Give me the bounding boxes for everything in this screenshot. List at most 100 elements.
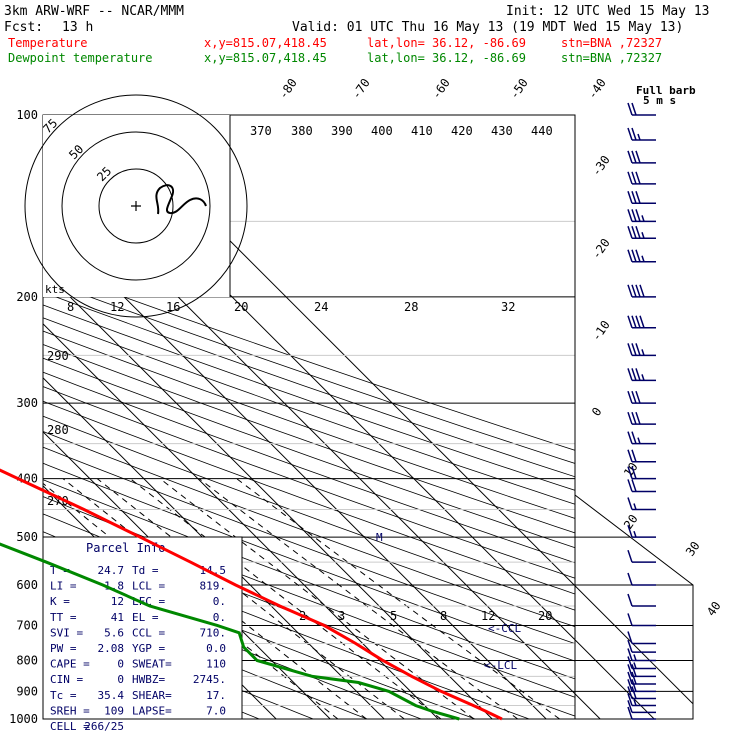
pressure-label-400: 400 — [16, 472, 38, 486]
wind-barb-flag — [631, 390, 637, 404]
barb-scale-units: 5 m s — [643, 94, 676, 107]
hodograph-ring-25 — [98, 168, 174, 244]
parcel-cell-6-3: 110 — [206, 658, 226, 671]
wind-barb-flag — [635, 368, 641, 381]
wind-barb-120 — [627, 150, 656, 164]
hodograph-center-marker — [131, 201, 141, 211]
parcel-cell-7-3: 2745. — [193, 673, 226, 686]
mixing-line-32 — [236, 478, 560, 719]
wind-barb-flag — [627, 127, 633, 141]
dewpoint-legend-stn: stn=BNA ,72327 — [561, 51, 662, 65]
theta-label-400: 400 — [371, 124, 393, 138]
parcel-cell-4-0: SVI = — [50, 626, 83, 639]
parcel-cell-6-0: CAPE = — [50, 658, 90, 671]
parcel-cell-5-2: YGP = — [132, 642, 165, 655]
wind-barb-875 — [627, 671, 656, 685]
temperature-legend-xy: x,y=815.07,418.45 — [204, 36, 327, 50]
theta-label-410: 410 — [411, 124, 433, 138]
parcel-cell-3-3: 0. — [213, 611, 226, 624]
hodograph-units: kts — [45, 283, 65, 296]
isotherm-label-0: 0 — [589, 405, 605, 419]
parcel-cell-1-0: LI = — [50, 580, 77, 593]
wind-barb-925 — [627, 686, 656, 700]
wind-barb-half-flag — [637, 437, 641, 444]
parcel-cell-0-3: 14.5 — [200, 564, 227, 577]
wind-barb-flag — [627, 479, 633, 492]
pressure-label-800: 800 — [16, 653, 38, 667]
parcel-cell-8-0: Tc = — [50, 689, 77, 702]
mixing-ratio-labels: 8 12 16 20 24 28 322 3 5 8 12 20 — [67, 300, 552, 623]
wind-barb-flag — [627, 524, 633, 538]
wind-barb-flag — [627, 249, 633, 263]
wind-barb-flag — [635, 171, 641, 185]
forecast-hour: 13 h — [62, 20, 93, 35]
temperature-profile — [0, 468, 503, 721]
wind-barb-flag — [631, 191, 637, 204]
parcel-cell-9-2: LAPSE= — [132, 704, 172, 717]
mixing-label-lower-12: 12 — [481, 609, 495, 623]
wind-barb-flag — [635, 411, 641, 425]
wind-barb-half-flag — [641, 215, 645, 222]
wind-barb-flag — [627, 706, 633, 720]
valid-time: Valid: 01 UTC Thu 16 May 13 (19 MDT Wed … — [292, 20, 683, 35]
wind-barb-650 — [627, 593, 656, 607]
isotherm-label-30: 30 — [683, 539, 703, 559]
parcel-cell-3-1: 41 — [111, 611, 124, 624]
forecast-label: Fcst: — [4, 20, 43, 35]
wind-barb-450 — [627, 497, 656, 511]
wind-barb-half-flag — [633, 503, 637, 510]
theta-label-380: 380 — [291, 124, 313, 138]
wind-barb-1000 — [627, 706, 656, 720]
wind-barb-900 — [627, 679, 656, 693]
wind-barb-500 — [627, 524, 656, 538]
mixing-label-upper-12: 12 — [110, 300, 124, 314]
wind-barb-800 — [627, 648, 656, 662]
wind-barb-100 — [627, 102, 656, 116]
barb-scale-label: Full barb — [636, 84, 696, 97]
wind-barb-flag — [631, 479, 637, 492]
wind-barb-flag — [635, 191, 641, 204]
wind-barb-600 — [627, 572, 656, 586]
wind-barb-half-flag — [633, 654, 637, 661]
parcel-cell-3-0: TT = — [50, 611, 77, 624]
mixing-label-upper-32: 32 — [501, 300, 515, 314]
wind-barb-flag — [627, 549, 633, 563]
wind-barb-275 — [627, 368, 656, 382]
theta-label-420: 420 — [451, 124, 473, 138]
theta-label-430: 430 — [491, 124, 513, 138]
wind-barb-775 — [627, 639, 656, 653]
wind-barb-flag — [635, 343, 641, 356]
dewpoint-legend-latlon: lat,lon= 36.12, -86.69 — [367, 51, 526, 65]
isotherm-label-10: 10 — [621, 460, 641, 480]
wind-barb-flag — [627, 679, 633, 692]
wind-barb-225 — [627, 315, 656, 329]
wind-barb-130 — [627, 171, 656, 185]
wind-barb-flag — [631, 679, 637, 692]
wind-barb-half-flag — [637, 133, 641, 141]
wind-barb-flag — [631, 411, 637, 425]
wind-barb-flag — [627, 686, 633, 699]
wind-barb-flag — [631, 150, 637, 164]
isotherm-label--70: -70 — [349, 76, 373, 102]
wind-barb-flag — [627, 648, 633, 661]
parcel-cell-10-1: 266/25 — [84, 720, 124, 733]
parcel-cell-6-1: 0 — [117, 658, 124, 671]
wind-barb-flag — [631, 127, 637, 141]
wind-barb-flag — [627, 572, 633, 586]
wind-barb-flag — [631, 671, 637, 685]
wind-barb-flag — [627, 449, 633, 462]
parcel-cell-4-2: CCL = — [132, 626, 165, 639]
isotherm-label--20: -20 — [589, 236, 613, 262]
pressure-label-200: 200 — [16, 290, 38, 304]
mixing-label-lower-3: 3 — [338, 609, 345, 623]
wind-barb-420 — [627, 479, 656, 493]
parcel-cell-4-1: 5.6 — [104, 626, 124, 639]
wind-barb-150 — [627, 209, 656, 223]
parcel-cell-7-1: 0 — [117, 673, 124, 686]
parcel-cell-0-1: 24.7 — [98, 564, 125, 577]
theta-label-lower-270: 270 — [47, 494, 69, 508]
wind-barb-flag — [627, 150, 633, 164]
wind-barb-flag — [627, 431, 633, 444]
wind-barb-flag — [627, 102, 633, 116]
